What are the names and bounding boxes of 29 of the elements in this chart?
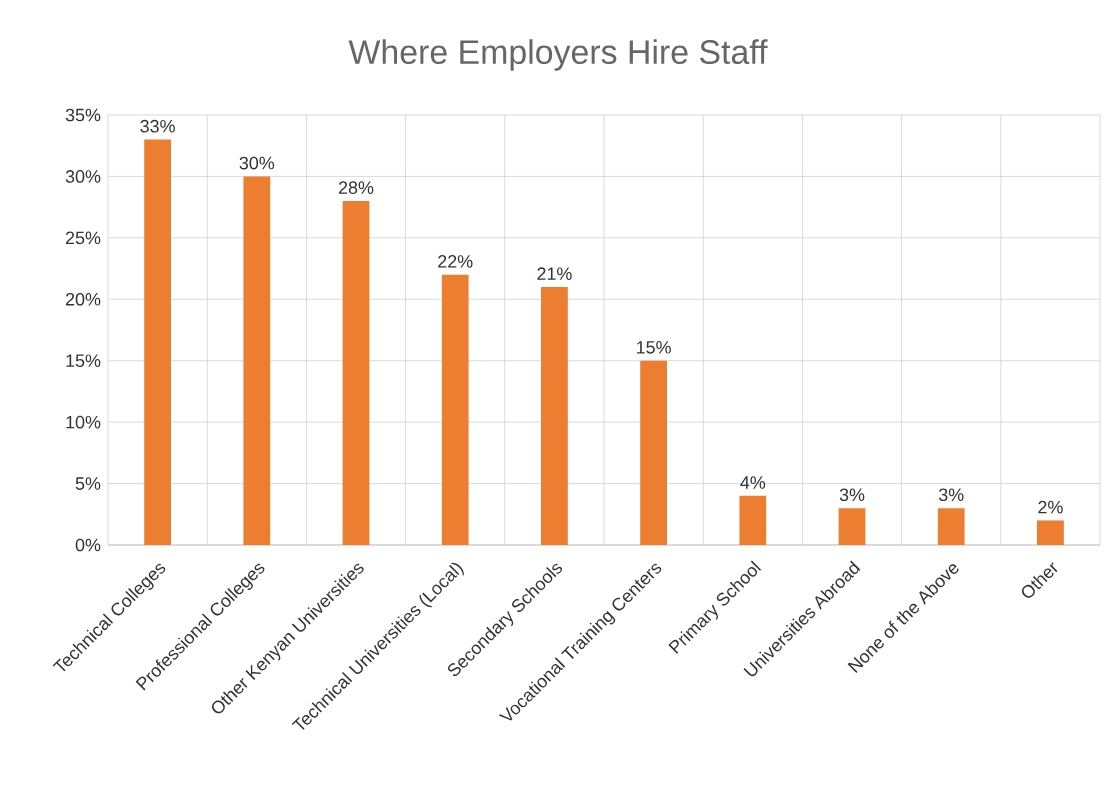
data-label: 21% <box>537 267 572 280</box>
chart-title: Where Employers Hire Staff <box>348 39 768 71</box>
data-label: 30% <box>239 156 275 170</box>
bar <box>342 201 370 545</box>
y-tick-label: 5% <box>75 477 101 490</box>
data-label: 15% <box>637 341 671 354</box>
bar <box>1037 520 1064 545</box>
y-tick-label: 35% <box>65 108 101 122</box>
data-label: 33% <box>140 119 175 133</box>
y-tick-label: 25% <box>65 231 101 245</box>
y-tick-label: 10% <box>66 415 101 429</box>
bar <box>243 176 271 545</box>
y-tick-label: 20% <box>65 292 101 306</box>
bar <box>937 508 965 545</box>
data-label: 22% <box>438 255 473 268</box>
y-tick-label: 0% <box>75 538 101 552</box>
bar <box>144 139 171 545</box>
bar <box>640 360 667 545</box>
data-label: 4% <box>740 476 766 489</box>
data-label: 3% <box>839 488 865 502</box>
data-label: 2% <box>1038 500 1063 514</box>
bar <box>838 508 866 545</box>
y-tick-label: 15% <box>66 354 101 368</box>
bar <box>739 495 767 545</box>
bar <box>541 287 568 545</box>
bar <box>441 274 469 545</box>
data-label: 3% <box>938 488 964 502</box>
data-label: 28% <box>338 181 374 194</box>
y-tick-label: 30% <box>65 170 101 183</box>
